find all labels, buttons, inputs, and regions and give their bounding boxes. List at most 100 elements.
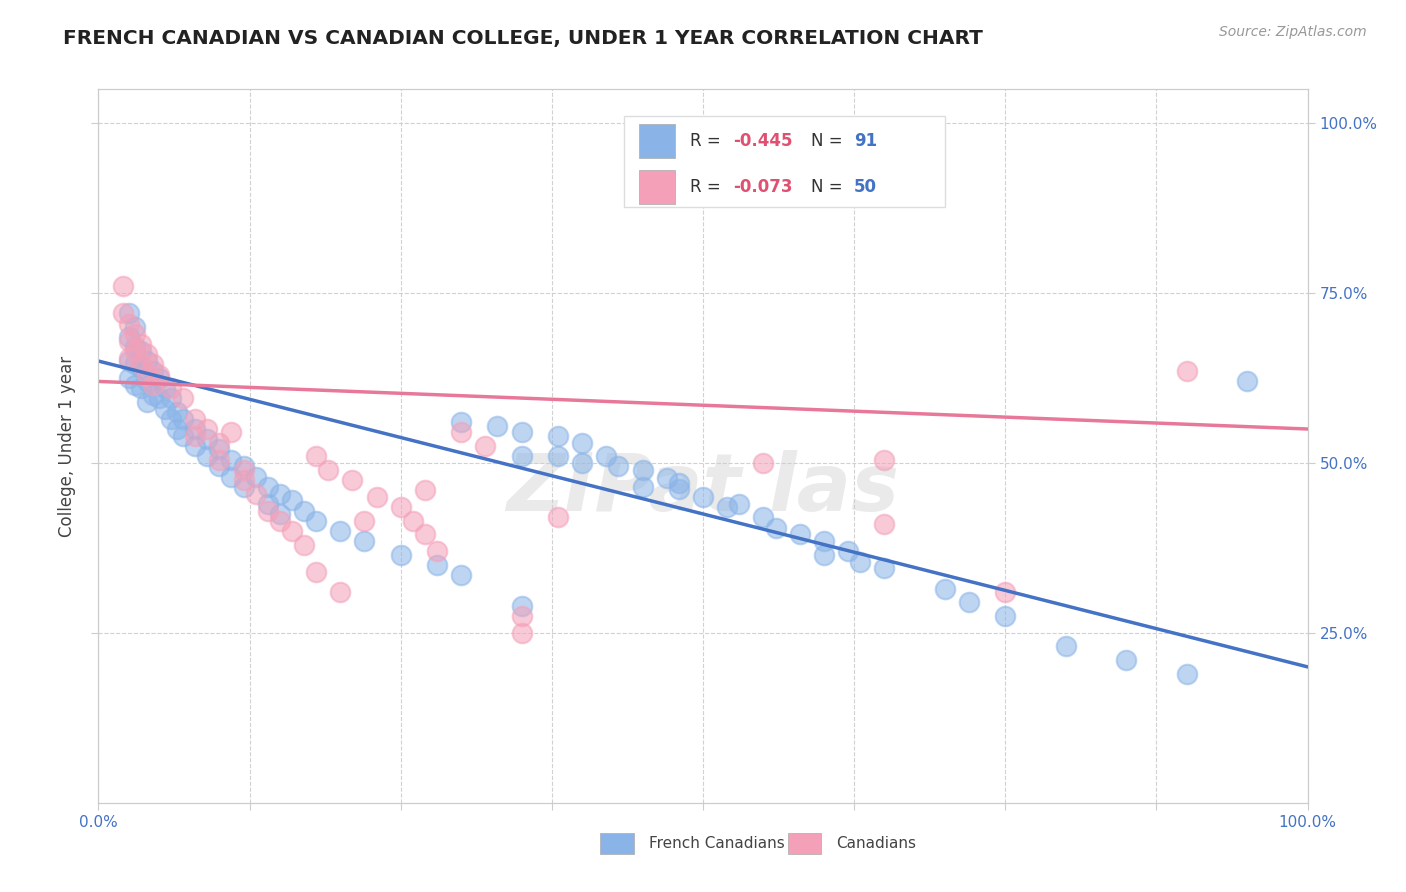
Point xyxy=(232,459,254,474)
Point xyxy=(813,534,835,549)
Point xyxy=(752,456,775,470)
Point xyxy=(402,514,425,528)
Point xyxy=(547,449,569,463)
Text: FRENCH CANADIAN VS CANADIAN COLLEGE, UNDER 1 YEAR CORRELATION CHART: FRENCH CANADIAN VS CANADIAN COLLEGE, UND… xyxy=(63,29,983,47)
Point xyxy=(195,422,218,436)
Point xyxy=(135,354,157,368)
Point xyxy=(135,394,157,409)
Point xyxy=(716,500,738,515)
Y-axis label: College, Under 1 year: College, Under 1 year xyxy=(58,355,76,537)
Point xyxy=(450,568,472,582)
Point xyxy=(728,497,751,511)
Point xyxy=(353,534,375,549)
Point xyxy=(148,392,170,406)
Point xyxy=(184,422,207,436)
Point xyxy=(142,377,165,392)
Point xyxy=(208,452,231,467)
Point xyxy=(607,459,630,474)
Text: -0.073: -0.073 xyxy=(734,178,793,196)
Point xyxy=(135,368,157,382)
Text: R =: R = xyxy=(690,178,725,196)
Point xyxy=(510,626,533,640)
Point xyxy=(426,544,449,558)
Point xyxy=(547,510,569,524)
Point xyxy=(124,343,146,358)
Text: French Canadians: French Canadians xyxy=(648,836,785,851)
Point xyxy=(413,527,436,541)
Text: ZIPat las: ZIPat las xyxy=(506,450,900,528)
Point xyxy=(269,514,291,528)
FancyBboxPatch shape xyxy=(638,124,675,158)
Point xyxy=(232,463,254,477)
Point xyxy=(172,412,194,426)
FancyBboxPatch shape xyxy=(600,833,634,855)
Point xyxy=(232,480,254,494)
Point xyxy=(631,463,654,477)
Point xyxy=(208,435,231,450)
Point xyxy=(1236,375,1258,389)
Point xyxy=(366,490,388,504)
Point xyxy=(450,425,472,440)
Point xyxy=(208,459,231,474)
Point xyxy=(124,326,146,341)
Point xyxy=(124,341,146,355)
Point xyxy=(172,392,194,406)
Point xyxy=(111,279,134,293)
Point xyxy=(281,524,304,538)
Point xyxy=(934,582,956,596)
Point xyxy=(873,517,896,532)
Point xyxy=(752,510,775,524)
Point xyxy=(135,375,157,389)
Point xyxy=(221,452,243,467)
Point xyxy=(118,371,141,385)
Point xyxy=(160,381,183,395)
Text: R =: R = xyxy=(690,132,725,150)
Text: 91: 91 xyxy=(855,132,877,150)
Point xyxy=(342,473,364,487)
Point xyxy=(873,452,896,467)
Point xyxy=(111,306,134,320)
Point xyxy=(153,381,176,395)
Point xyxy=(957,595,980,609)
Point xyxy=(316,463,339,477)
Point xyxy=(994,608,1017,623)
Point xyxy=(245,469,267,483)
Point xyxy=(692,490,714,504)
Point xyxy=(118,354,141,368)
Point xyxy=(353,514,375,528)
Point xyxy=(389,548,412,562)
Point xyxy=(813,548,835,562)
Point xyxy=(129,381,152,395)
Text: N =: N = xyxy=(811,132,848,150)
Point xyxy=(245,486,267,500)
Point xyxy=(510,599,533,613)
Point xyxy=(129,337,152,351)
Point xyxy=(329,585,352,599)
Text: N =: N = xyxy=(811,178,848,196)
Point xyxy=(124,358,146,372)
Point xyxy=(413,483,436,498)
Point xyxy=(1054,640,1077,654)
Point xyxy=(269,507,291,521)
Point xyxy=(873,561,896,575)
FancyBboxPatch shape xyxy=(787,833,821,855)
Point xyxy=(142,388,165,402)
Point xyxy=(256,480,278,494)
Point xyxy=(571,456,593,470)
Point xyxy=(269,486,291,500)
Point xyxy=(256,503,278,517)
Point xyxy=(166,405,188,419)
Point xyxy=(849,555,872,569)
Text: -0.445: -0.445 xyxy=(734,132,793,150)
Point xyxy=(486,418,509,433)
Point xyxy=(118,306,141,320)
Point xyxy=(124,320,146,334)
Text: Canadians: Canadians xyxy=(837,836,915,851)
Point xyxy=(195,432,218,446)
Point xyxy=(221,469,243,483)
Point xyxy=(184,412,207,426)
Point xyxy=(292,503,315,517)
Point xyxy=(232,473,254,487)
Point xyxy=(160,392,183,406)
Point xyxy=(184,429,207,443)
